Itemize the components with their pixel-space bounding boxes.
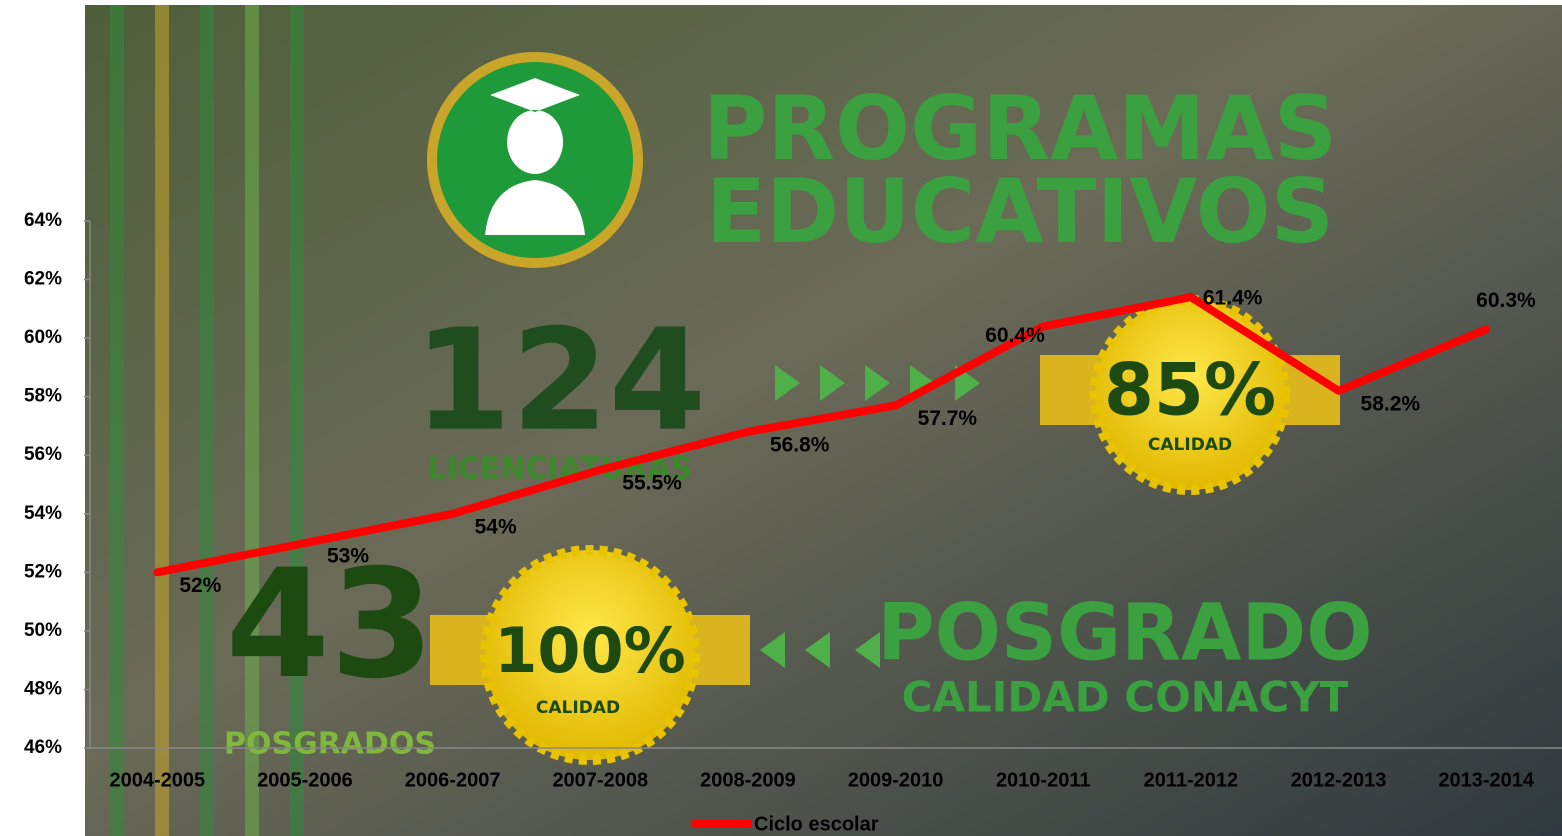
y-tick-label: 48%: [24, 678, 62, 699]
annotation: CALIDAD: [1148, 435, 1232, 455]
annotation: POSGRADO: [877, 588, 1372, 678]
y-tick-label: 62%: [24, 269, 62, 290]
y-tick-label: 60%: [24, 327, 62, 348]
data-label: 60.4%: [985, 324, 1045, 347]
x-tick-label: 2005-2006: [257, 769, 353, 791]
x-tick-label: 2011-2012: [1144, 769, 1239, 791]
data-label: 57.7%: [918, 407, 978, 430]
legend-label: Ciclo escolar: [754, 813, 879, 835]
data-label: 60.3%: [1476, 289, 1536, 312]
x-tick-label: 2009-2010: [848, 769, 944, 791]
y-tick-label: 50%: [24, 620, 62, 641]
x-tick-label: 2010-2011: [996, 769, 1091, 791]
y-tick-label: 52%: [24, 561, 62, 582]
data-label: 56.8%: [770, 433, 830, 456]
x-tick-label: 2008-2009: [700, 769, 796, 791]
data-label: 52%: [179, 574, 221, 597]
y-tick-label: 56%: [24, 444, 62, 465]
y-tick-label: 46%: [24, 737, 62, 758]
annotation: CALIDAD: [536, 698, 620, 718]
x-tick-label: 2004-2005: [109, 769, 205, 791]
x-tick-label: 2006-2007: [405, 769, 501, 791]
y-tick-label: 58%: [24, 386, 62, 407]
annotation: 85%: [1104, 348, 1276, 432]
annotation: EDUCATIVOS: [706, 160, 1334, 263]
data-label: 61.4%: [1203, 287, 1263, 310]
x-tick-label: 2013-2014: [1438, 769, 1535, 791]
annotation: 124: [414, 300, 706, 463]
data-label: 54%: [475, 515, 517, 538]
data-label: 53%: [327, 545, 369, 568]
annotation: 100%: [494, 614, 686, 687]
data-label: 58.2%: [1361, 392, 1421, 415]
x-tick-label: 2012-2013: [1291, 769, 1387, 791]
x-tick-label: 2007-2008: [552, 769, 648, 791]
data-label: 55.5%: [622, 471, 682, 494]
annotation: POSGRADOS: [224, 727, 436, 762]
y-tick-label: 64%: [24, 210, 62, 231]
y-tick-label: 54%: [24, 503, 62, 524]
annotation: CALIDAD CONACYT: [902, 673, 1349, 722]
chart: PROGRAMASEDUCATIVOS124LICENCIATURAS43POS…: [0, 0, 1562, 836]
